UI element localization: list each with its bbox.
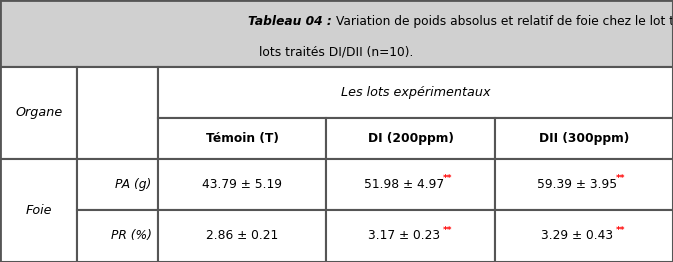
Text: 51.98 ± 4.97: 51.98 ± 4.97: [363, 178, 444, 190]
Text: PR (%): PR (%): [110, 229, 151, 242]
Bar: [0, 67, 77, 159]
Text: 2.86 ± 0.21: 2.86 ± 0.21: [206, 229, 279, 242]
Bar: [158, 210, 326, 262]
Bar: [326, 210, 495, 262]
Bar: [77, 159, 158, 210]
Text: **: **: [616, 226, 626, 234]
Bar: [158, 118, 326, 159]
Bar: [326, 118, 495, 159]
Text: **: **: [443, 226, 452, 234]
Text: DI (200ppm): DI (200ppm): [367, 132, 454, 145]
Bar: [495, 118, 673, 159]
Bar: [158, 159, 326, 210]
Text: Tableau 04 :: Tableau 04 :: [248, 15, 336, 28]
Text: Témoin (T): Témoin (T): [206, 132, 279, 145]
Text: DII (300ppm): DII (300ppm): [538, 132, 629, 145]
Bar: [0, 159, 77, 262]
Bar: [77, 67, 158, 159]
Text: 3.17 ± 0.23: 3.17 ± 0.23: [367, 229, 440, 242]
Bar: [495, 210, 673, 262]
Text: lots traités DI/DII (n=10).: lots traités DI/DII (n=10).: [259, 46, 414, 59]
Text: **: **: [616, 174, 626, 183]
Text: Organe: Organe: [15, 106, 63, 119]
Text: PA (g): PA (g): [115, 178, 151, 190]
Text: **: **: [443, 174, 452, 183]
Text: 59.39 ± 3.95: 59.39 ± 3.95: [537, 178, 617, 190]
Text: Variation de poids absolus et relatif de foie chez le lot témoin (T) et les: Variation de poids absolus et relatif de…: [336, 15, 673, 28]
Text: Les lots expérimentaux: Les lots expérimentaux: [341, 86, 491, 99]
Bar: [77, 210, 158, 262]
Text: Foie: Foie: [26, 204, 52, 217]
Bar: [495, 159, 673, 210]
Bar: [0, 0, 673, 67]
Bar: [158, 67, 673, 118]
Bar: [326, 159, 495, 210]
Text: 43.79 ± 5.19: 43.79 ± 5.19: [203, 178, 282, 190]
Text: 3.29 ± 0.43: 3.29 ± 0.43: [541, 229, 613, 242]
